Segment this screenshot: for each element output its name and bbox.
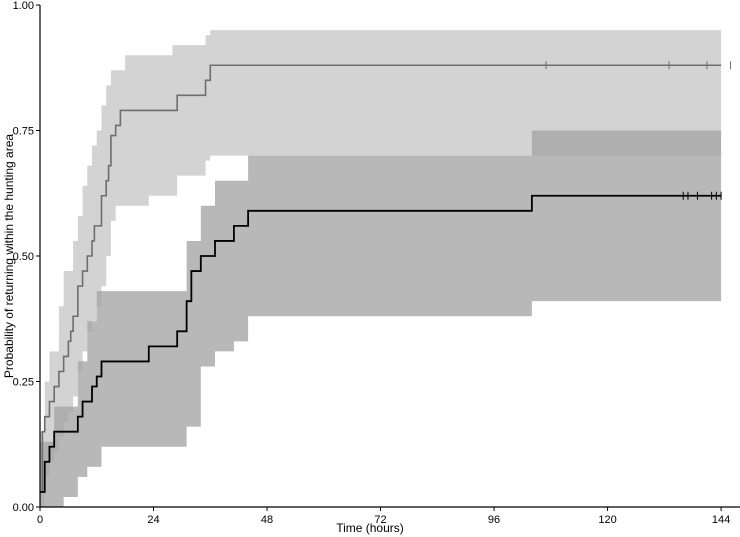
- x-tick-label-7: 144: [712, 514, 730, 526]
- survival-line-2: [40, 194, 722, 493]
- x-tick-label-4: 72: [374, 514, 386, 526]
- x-tick-label-3: 48: [261, 514, 273, 526]
- confidence-bands: [40, 30, 722, 507]
- y-tick-label-3: 0.50: [13, 251, 34, 263]
- y-tick-label-2: 0.25: [13, 377, 34, 389]
- y-axis-ticks: 0.00 0.25 0.50 0.75 1.00: [13, 0, 40, 514]
- x-tick-label-1: 0: [37, 514, 43, 526]
- x-tick-label-6: 120: [598, 514, 616, 526]
- x-tick-label-5: 96: [488, 514, 500, 526]
- y-axis-title: Probability of returning within the hunt…: [2, 134, 16, 378]
- x-axis-ticks: 0 24 48 72 96 120 144: [37, 507, 730, 526]
- y-tick-label-5: 1.00: [13, 0, 34, 12]
- survival-curves: [40, 64, 722, 493]
- y-tick-label-4: 0.75: [13, 126, 34, 138]
- x-axis-title: Time (hours): [336, 521, 404, 535]
- y-tick-label-1: 0.00: [13, 502, 34, 514]
- confidence-band-2: [40, 130, 722, 507]
- censor-marks: [545, 61, 732, 200]
- x-tick-label-2: 24: [147, 514, 159, 526]
- survival-line-1: [40, 64, 722, 493]
